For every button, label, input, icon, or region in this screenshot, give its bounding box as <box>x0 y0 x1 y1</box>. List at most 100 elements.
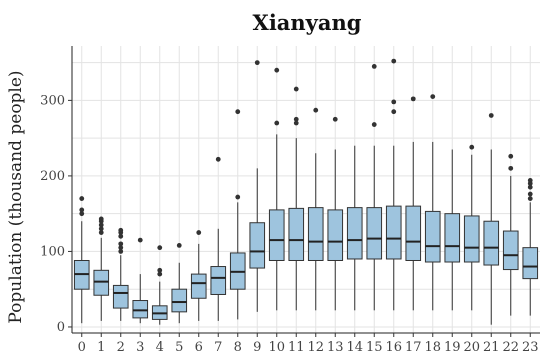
outlier-point <box>157 267 163 273</box>
x-tick-label: 21 <box>483 340 500 355</box>
outlier-point <box>410 96 416 102</box>
box-4 <box>151 245 168 325</box>
outlier-point <box>430 94 436 100</box>
y-axis-label: Population (thousand people) <box>6 70 26 323</box>
x-tick-label: 18 <box>424 340 441 355</box>
box-23 <box>522 178 539 316</box>
x-tick-label: 0 <box>78 340 86 355</box>
outlier-point <box>176 242 182 248</box>
x-tick-label: 22 <box>502 340 519 355</box>
outlier-point <box>137 237 143 243</box>
box-20 <box>463 144 480 311</box>
box-iqr <box>522 247 539 280</box>
outlier-point <box>527 196 533 201</box>
box-12 <box>307 107 324 311</box>
outlier-point <box>79 211 85 217</box>
outlier-point <box>527 184 533 190</box>
outlier-point <box>293 116 299 122</box>
outlier-point <box>391 109 397 115</box>
box-iqr <box>171 288 188 313</box>
box-7 <box>210 156 227 321</box>
box-11 <box>288 86 305 311</box>
x-tick-label: 7 <box>214 340 222 355</box>
x-tick-label: 23 <box>522 340 539 355</box>
outlier-point <box>254 60 260 66</box>
x-tick-label: 19 <box>444 340 461 355</box>
box-9 <box>249 60 266 312</box>
outlier-point <box>157 271 163 277</box>
x-tick-label: 8 <box>234 340 242 355</box>
y-tick-label: 200 <box>40 169 65 184</box>
box-19 <box>444 149 461 311</box>
box-14 <box>346 145 363 311</box>
box-iqr <box>327 209 344 261</box>
outlier-point <box>527 178 533 183</box>
outlier-point <box>157 245 163 251</box>
box-17 <box>405 96 422 311</box>
outlier-point <box>98 230 104 235</box>
x-tick-label: 5 <box>175 340 183 355</box>
x-tick-label: 3 <box>136 340 144 355</box>
outlier-point <box>235 109 241 115</box>
outlier-point <box>527 191 533 197</box>
box-21 <box>483 113 500 325</box>
outlier-point <box>313 107 319 113</box>
x-tick-label: 13 <box>327 340 344 355</box>
outlier-point <box>79 207 85 213</box>
box-6 <box>190 230 207 321</box>
box-iqr <box>346 207 363 260</box>
y-tick-label: 0 <box>57 320 65 335</box>
outlier-point <box>98 216 104 222</box>
x-tick-label: 6 <box>195 340 203 355</box>
y-tick-label: 300 <box>40 93 65 108</box>
box-iqr <box>502 230 519 271</box>
box-8 <box>229 109 246 320</box>
box-iqr <box>385 205 402 260</box>
x-tick-label: 14 <box>346 340 363 355</box>
boxes <box>73 58 539 325</box>
box-5 <box>171 242 188 324</box>
outlier-point <box>118 245 124 251</box>
box-22 <box>502 153 519 316</box>
x-tick-label: 1 <box>97 340 105 355</box>
box-iqr <box>249 222 266 269</box>
outlier-point <box>371 63 377 69</box>
box-iqr <box>112 284 129 309</box>
box-iqr <box>463 215 480 263</box>
chart-title: Xianyang <box>253 10 362 35</box>
x-tick-label: 4 <box>156 340 164 355</box>
x-tick-label: 17 <box>405 340 422 355</box>
box-iqr <box>483 220 500 266</box>
x-tick-label: 2 <box>117 340 125 355</box>
outlier-point <box>79 196 85 201</box>
outlier-point <box>118 233 124 239</box>
box-0 <box>73 196 90 324</box>
box-iqr <box>424 210 441 263</box>
outlier-point <box>274 67 280 73</box>
box-18 <box>424 94 441 311</box>
grid <box>72 46 540 333</box>
outlier-point <box>274 120 280 126</box>
box-10 <box>268 67 285 311</box>
box-iqr <box>366 207 383 260</box>
outlier-point <box>293 86 299 92</box>
outlier-point <box>98 226 104 232</box>
box-iqr <box>210 266 227 295</box>
x-tick-label: 15 <box>366 340 383 355</box>
outlier-point <box>332 116 338 122</box>
outlier-point <box>469 144 475 150</box>
outlier-point <box>118 227 124 233</box>
outlier-point <box>118 241 124 247</box>
box-iqr <box>268 209 285 261</box>
outlier-point <box>391 58 397 64</box>
outlier-point <box>508 153 514 159</box>
box-3 <box>132 237 149 324</box>
box-2 <box>112 227 129 321</box>
box-iqr <box>288 207 305 261</box>
box-iqr <box>190 273 207 299</box>
box-13 <box>327 116 344 311</box>
box-15 <box>366 63 383 311</box>
x-tick-label: 16 <box>385 340 402 355</box>
